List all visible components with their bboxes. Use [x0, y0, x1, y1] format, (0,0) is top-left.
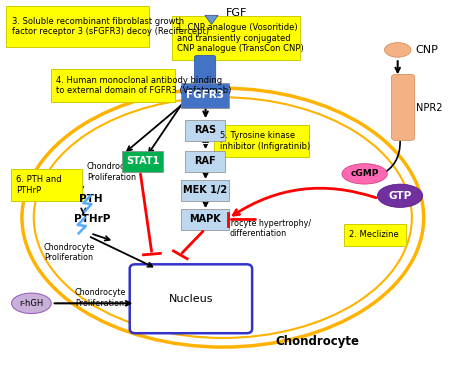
FancyBboxPatch shape — [214, 126, 310, 157]
FancyBboxPatch shape — [392, 74, 415, 140]
Text: Chondrocyte: Chondrocyte — [275, 335, 359, 348]
FancyBboxPatch shape — [172, 16, 300, 60]
Text: FGFR3: FGFR3 — [186, 90, 224, 101]
Text: 3. Soluble recombinant fibroblast growth
factor receptor 3 (sFGFR3) decoy (Recif: 3. Soluble recombinant fibroblast growth… — [11, 17, 209, 36]
Ellipse shape — [11, 293, 51, 314]
FancyBboxPatch shape — [11, 169, 82, 201]
Ellipse shape — [377, 184, 423, 208]
Text: 6. PTH and
PTHrP: 6. PTH and PTHrP — [16, 175, 62, 194]
Text: 5. Tyrosine kinase
inhibitor (Infigratinib): 5. Tyrosine kinase inhibitor (Infigratin… — [219, 131, 310, 151]
Ellipse shape — [384, 42, 411, 57]
FancyBboxPatch shape — [130, 264, 252, 333]
Text: CNP: CNP — [416, 45, 438, 55]
Text: Chondrocyte
Proliferation: Chondrocyte Proliferation — [44, 243, 95, 262]
Text: NPR2: NPR2 — [416, 103, 442, 113]
Text: cGMP: cGMP — [350, 169, 379, 178]
Text: Nucleus: Nucleus — [169, 294, 213, 304]
FancyBboxPatch shape — [194, 55, 216, 86]
FancyBboxPatch shape — [181, 209, 229, 230]
Text: RAS: RAS — [194, 125, 216, 135]
Text: 4. Human monoclonal antibody binding
to external domain of FGFR3 (Vofatamab): 4. Human monoclonal antibody binding to … — [56, 76, 232, 95]
Text: Chondrocyte
Proliferation: Chondrocyte Proliferation — [86, 163, 137, 182]
FancyBboxPatch shape — [185, 120, 225, 141]
FancyBboxPatch shape — [185, 150, 225, 172]
FancyBboxPatch shape — [344, 224, 406, 246]
FancyBboxPatch shape — [181, 83, 229, 108]
Text: MEK 1/2: MEK 1/2 — [183, 185, 227, 195]
Text: MAPK: MAPK — [189, 214, 221, 224]
Text: STAT1: STAT1 — [126, 156, 159, 166]
Text: r-hGH: r-hGH — [19, 299, 44, 308]
Text: Chondrocyte
Proliferation: Chondrocyte Proliferation — [74, 288, 126, 307]
Text: GTP: GTP — [388, 191, 412, 201]
Text: PTHrP: PTHrP — [74, 214, 110, 224]
Text: FGF: FGF — [226, 8, 247, 18]
FancyBboxPatch shape — [6, 6, 149, 46]
FancyBboxPatch shape — [122, 150, 163, 172]
FancyBboxPatch shape — [181, 180, 229, 201]
Polygon shape — [205, 15, 218, 25]
Text: PTH: PTH — [79, 194, 102, 204]
Ellipse shape — [342, 164, 387, 184]
Text: 2. Meclizine: 2. Meclizine — [349, 231, 399, 239]
FancyBboxPatch shape — [51, 69, 174, 102]
Text: RAF: RAF — [194, 156, 216, 166]
Text: 1. CNP analogue (Vosoritide)
and transiently conjugated
CNP analogue (TransCon C: 1. CNP analogue (Vosoritide) and transie… — [177, 23, 304, 53]
Text: Chondrocyte hypertrophy/
differentiation: Chondrocyte hypertrophy/ differentiation — [205, 219, 311, 238]
